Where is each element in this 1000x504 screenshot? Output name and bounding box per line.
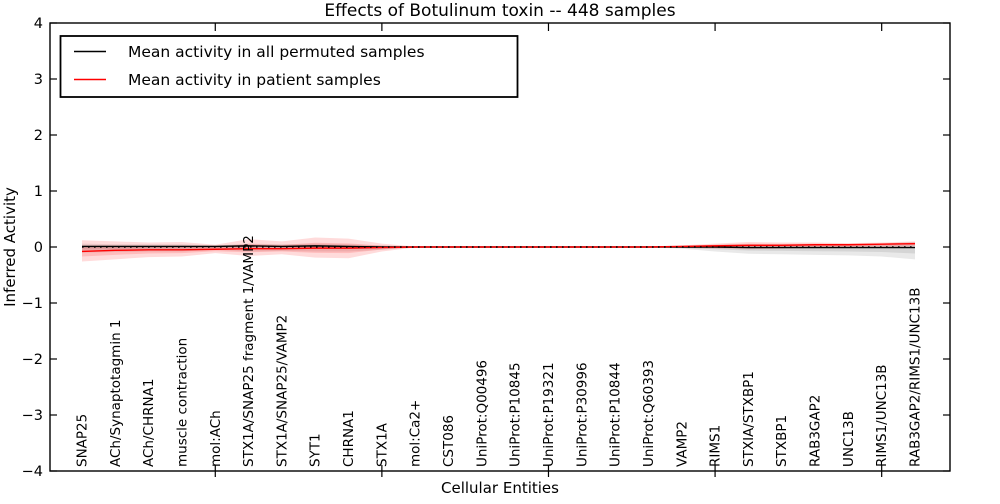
x-category-label: STXBP1 bbox=[774, 415, 790, 467]
x-category-label: STX1A bbox=[374, 422, 390, 467]
y-tick-label: 4 bbox=[34, 16, 43, 32]
patient-mean-line bbox=[81, 242, 916, 253]
x-category-label: RAB3GAP2 bbox=[808, 395, 824, 467]
x-category-label: STX1A/SNAP25 fragment 1/VAMP2 bbox=[241, 235, 257, 467]
legend-box bbox=[59, 35, 519, 98]
x-category-label: CHRNA1 bbox=[341, 410, 357, 467]
x-category-label: CST086 bbox=[441, 415, 457, 467]
x-category-label: UniProt:Q60393 bbox=[641, 360, 657, 467]
x-category-label: ACh/CHRNA1 bbox=[141, 379, 157, 467]
x-category-label: mol:Ca2+ bbox=[408, 400, 424, 467]
x-category-label: UniProt:P10845 bbox=[508, 362, 524, 467]
y-tick-label: −3 bbox=[22, 408, 43, 424]
chart-title: Effects of Botulinum toxin -- 448 sample… bbox=[324, 1, 675, 21]
x-category-label: UniProt:P30996 bbox=[574, 362, 590, 467]
x-category-label: STX1A/SNAP25/VAMP2 bbox=[274, 315, 290, 467]
legend-entry-label: Mean activity in all permuted samples bbox=[128, 43, 425, 61]
x-axis-label: Cellular Entities bbox=[441, 479, 559, 497]
y-tick-label: −2 bbox=[22, 352, 43, 368]
x-category-label: RAB3GAP2/RIMS1/UNC13B bbox=[908, 288, 924, 467]
legend-entry-label: Mean activity in patient samples bbox=[128, 71, 381, 89]
patient-band bbox=[82, 237, 915, 262]
x-category-label: UniProt:P10844 bbox=[608, 362, 624, 467]
x-category-label: STXIA/STXBP1 bbox=[741, 371, 757, 467]
x-category-label: muscle contraction bbox=[174, 338, 190, 467]
y-tick-label: −1 bbox=[22, 296, 43, 312]
x-category-label: ACh/Synaptotagmin 1 bbox=[108, 319, 124, 467]
x-category-label: mol:ACh bbox=[208, 410, 224, 467]
y-tick-label: 0 bbox=[34, 240, 43, 256]
y-tick-label: −4 bbox=[22, 464, 43, 480]
x-category-label: SYT1 bbox=[308, 433, 324, 467]
y-tick-label: 1 bbox=[34, 184, 43, 200]
x-category-label: UNC13B bbox=[841, 411, 857, 467]
y-tick-label: 2 bbox=[34, 128, 43, 144]
x-category-label: RIMS1 bbox=[708, 425, 724, 467]
x-category-label: UniProt:Q00496 bbox=[474, 360, 490, 467]
y-axis-label: Inferred Activity bbox=[1, 187, 19, 307]
x-category-label: RIMS1/UNC13B bbox=[874, 364, 890, 467]
y-tick-label: 3 bbox=[34, 72, 43, 88]
x-category-label: SNAP25 bbox=[75, 414, 91, 467]
x-category-label: UniProt:P19321 bbox=[541, 362, 557, 467]
x-category-label: VAMP2 bbox=[674, 421, 690, 467]
